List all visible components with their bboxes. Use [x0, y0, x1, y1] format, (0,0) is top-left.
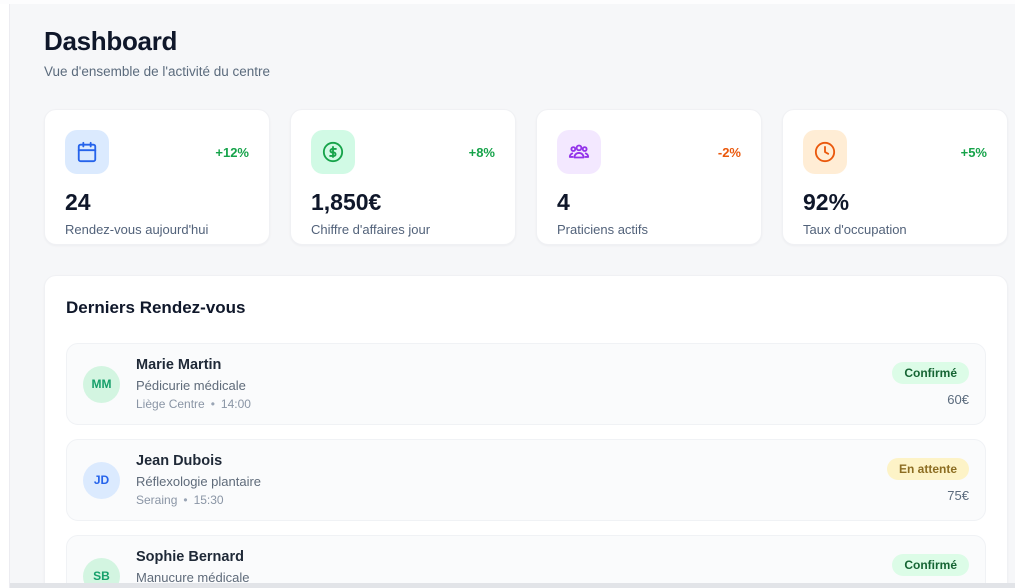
stat-value: 92% — [803, 189, 850, 215]
clock-icon — [803, 130, 847, 174]
page-header: Dashboard Vue d'ensemble de l'activité d… — [44, 26, 1008, 79]
appointment-info: MM Marie Martin Pédicurie médicale Liège… — [83, 356, 251, 412]
location: Liège Centre — [136, 397, 205, 411]
stat-label: Taux d'occupation — [803, 222, 907, 237]
trend-badge: -2% — [717, 144, 741, 160]
appointments-list: MM Marie Martin Pédicurie médicale Liège… — [66, 343, 986, 588]
appointment-status-price: Confirmé 60€ — [892, 361, 969, 407]
section-title: Derniers Rendez-vous — [66, 298, 246, 317]
stat-card-top: -2% — [557, 130, 741, 174]
sidebar-edge — [0, 0, 10, 588]
page-title: Dashboard — [44, 26, 178, 56]
price: 75€ — [947, 487, 969, 503]
appointment-meta: Seraing • 15:30 — [136, 493, 261, 508]
stat-card-appointments: +12% 24 Rendez-vous aujourd'hui — [44, 109, 270, 245]
status-badge: Confirmé — [892, 361, 969, 384]
stat-label: Chiffre d'affaires jour — [311, 222, 431, 237]
price: 60€ — [947, 391, 969, 407]
stat-card-occupancy: +5% 92% Taux d'occupation — [782, 109, 1008, 245]
appointment-row[interactable]: JD Jean Dubois Réflexologie plantaire Se… — [66, 439, 986, 521]
avatar: SB — [83, 557, 120, 588]
dot-separator: • — [210, 397, 215, 411]
service-name: Manucure médicale — [136, 570, 250, 585]
appointment-meta: Liège Centre • 14:00 — [136, 397, 251, 412]
dashboard-page: Dashboard Vue d'ensemble de l'activité d… — [44, 0, 1008, 588]
horizontal-scrollbar[interactable] — [10, 583, 1015, 588]
trend-badge: +8% — [468, 144, 495, 160]
stat-label: Praticiens actifs — [557, 222, 649, 237]
stat-value: 4 — [557, 189, 570, 215]
users-icon — [557, 130, 601, 174]
status-badge: En attente — [886, 457, 969, 480]
recent-appointments-card: Derniers Rendez-vous MM Marie Martin Péd… — [44, 275, 1008, 588]
client-name: Jean Dubois — [136, 453, 223, 469]
appointment-text: Marie Martin Pédicurie médicale Liège Ce… — [136, 356, 251, 412]
trend-badge: +5% — [960, 144, 987, 160]
stat-card-top: +8% — [311, 130, 495, 174]
appointment-status-price: En attente 75€ — [886, 457, 969, 503]
trend-badge: +12% — [215, 144, 249, 160]
stat-card-top: +5% — [803, 130, 987, 174]
dot-separator: • — [183, 493, 188, 507]
appointment-text: Sophie Bernard Manucure médicale — [136, 548, 249, 588]
stat-value: 1,850€ — [311, 189, 382, 215]
client-name: Sophie Bernard — [136, 549, 244, 565]
stat-card-revenue: +8% 1,850€ Chiffre d'affaires jour — [290, 109, 516, 245]
location: Seraing — [136, 493, 178, 507]
avatar: JD — [83, 461, 120, 499]
dollar-circle-icon — [311, 130, 355, 174]
client-name: Marie Martin — [136, 357, 222, 373]
stats-grid: +12% 24 Rendez-vous aujourd'hui +8% 1,85… — [44, 109, 1008, 245]
appointment-row[interactable]: SB Sophie Bernard Manucure médicale Conf… — [66, 535, 986, 588]
service-name: Pédicurie médicale — [136, 378, 246, 393]
stat-label: Rendez-vous aujourd'hui — [65, 222, 209, 237]
avatar: MM — [83, 365, 120, 403]
status-badge: Confirmé — [892, 553, 969, 576]
time: 15:30 — [193, 493, 224, 507]
page-subtitle: Vue d'ensemble de l'activité du centre — [44, 64, 271, 79]
calendar-icon — [65, 130, 109, 174]
top-edge — [0, 0, 1015, 4]
appointment-info: SB Sophie Bernard Manucure médicale — [83, 548, 249, 588]
appointment-text: Jean Dubois Réflexologie plantaire Serai… — [136, 452, 261, 508]
stat-value: 24 — [65, 189, 91, 215]
appointment-row[interactable]: MM Marie Martin Pédicurie médicale Liège… — [66, 343, 986, 425]
service-name: Réflexologie plantaire — [136, 474, 262, 489]
time: 14:00 — [220, 397, 251, 411]
appointment-info: JD Jean Dubois Réflexologie plantaire Se… — [83, 452, 261, 508]
stat-card-practitioners: -2% 4 Praticiens actifs — [536, 109, 762, 245]
stat-card-top: +12% — [65, 130, 249, 174]
